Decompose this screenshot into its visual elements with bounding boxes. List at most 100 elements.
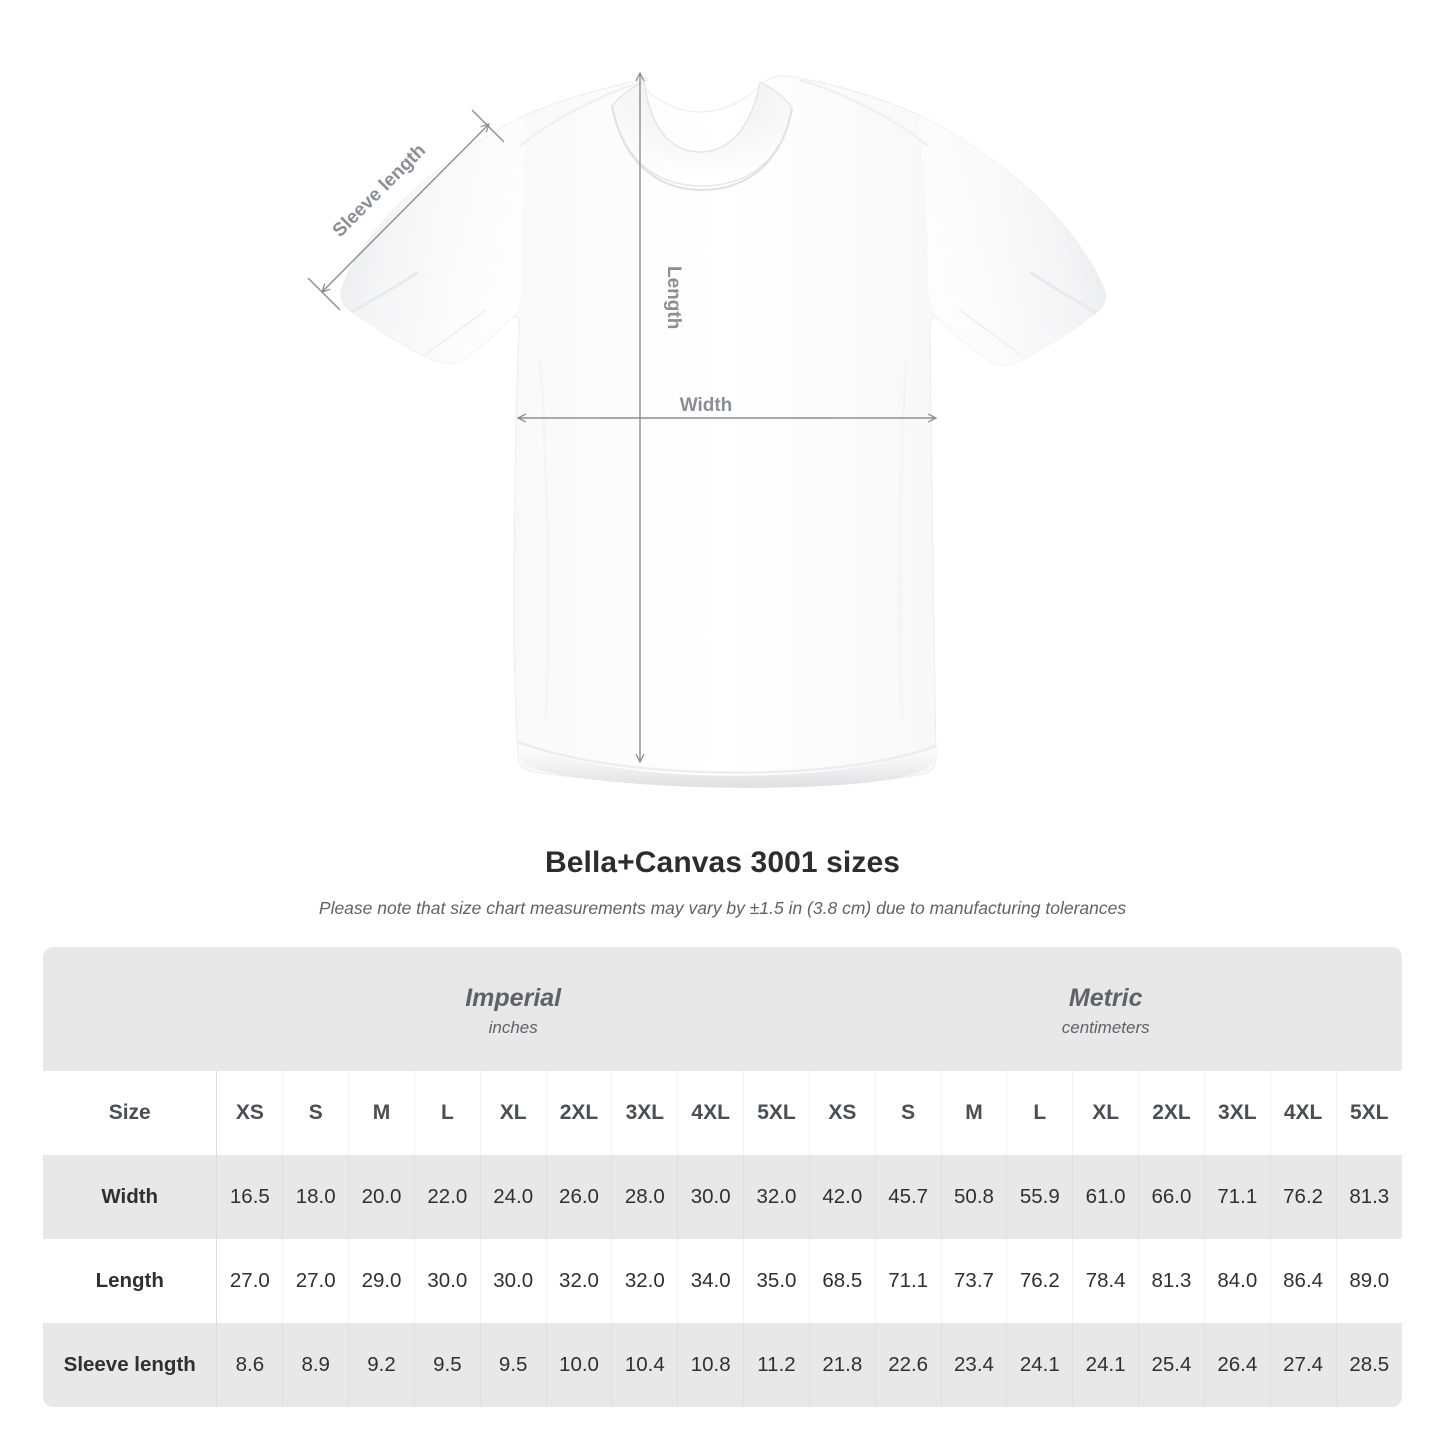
measurement-cell: 8.6 [216,1323,284,1407]
measurement-cell: 81.3 [1336,1155,1402,1239]
body-crease-left [538,359,550,721]
measurement-cell: 24.0 [480,1155,547,1239]
measurement-cell: 61.0 [1072,1155,1140,1239]
system-banner-corner [43,947,217,1071]
measurement-cell: 24.1 [1072,1323,1140,1407]
measurement-cell: 18.0 [282,1155,350,1239]
measurement-cell: 78.4 [1072,1239,1140,1323]
size-header-cell: L [414,1071,481,1155]
size-header-cell: 5XL [1336,1071,1402,1155]
measurement-cell: 8.9 [282,1323,350,1407]
size-header-cell: 2XL [546,1071,613,1155]
size-header-cell: 3XL [1204,1071,1271,1155]
system-header-imperial: Imperial inches [216,947,810,1071]
measurement-cell: 35.0 [743,1239,810,1323]
measurement-cell: 25.4 [1138,1323,1205,1407]
measurement-cell: 22.6 [875,1323,942,1407]
width-label: Width [680,395,733,416]
right-sleeve-hem [1029,270,1097,315]
measurement-cell: 24.1 [1006,1323,1074,1407]
size-header-row: Size XS S M L XL 2XL 3XL 4XL 5XL XS S M L XL 2XL 3XL 4XL 5… [43,1071,1402,1155]
measurement-cell: 26.0 [546,1155,613,1239]
measurement-cell: 28.5 [1336,1323,1402,1407]
left-sleeve-shade [340,118,528,364]
size-header-cell: M [348,1071,415,1155]
measurement-cell: 30.0 [480,1239,547,1323]
system-name: Metric [1068,984,1143,1012]
measurement-cell: 32.0 [546,1239,613,1323]
measurement-cell: 21.8 [808,1323,876,1407]
size-header-cell: XS [808,1071,876,1155]
size-header-cell: 3XL [611,1071,679,1155]
page-title: Bella+Canvas 3001 sizes [544,846,901,879]
hem-stitch-line [517,740,937,774]
measurement-cell: 20.0 [348,1155,415,1239]
chart-heading-block: Bella+Canvas 3001 sizes Please note that… [0,845,1445,919]
left-sleeve-hem-inner [423,309,487,357]
measurement-cell: 32.0 [743,1155,810,1239]
measurement-cell: 10.4 [611,1323,679,1407]
measurement-cell: 28.0 [611,1155,679,1239]
measurement-cell: 71.1 [875,1239,942,1323]
size-header-cell: S [875,1071,942,1155]
measurement-cell: 34.0 [677,1239,745,1323]
size-header-cell: XL [1072,1071,1140,1155]
measurement-cell: 9.5 [480,1323,547,1407]
measurement-cell: 86.4 [1270,1239,1337,1323]
size-header-cell: XS [216,1071,284,1155]
measurement-cell: 27.0 [282,1239,350,1323]
measurement-cell: 30.0 [677,1155,745,1239]
system-unit: inches [488,1018,538,1037]
measurement-cell: 76.2 [1270,1155,1337,1239]
body-crease-right [898,359,908,721]
system-banner-row: Imperial inches Metric centimeters [43,947,1402,1071]
measurement-cell: 29.0 [348,1239,415,1323]
measurement-cell: 81.3 [1138,1239,1205,1323]
measurement-cell: 27.0 [216,1239,284,1323]
measurement-cell: 10.8 [677,1323,745,1407]
measurement-cell: 89.0 [1336,1239,1402,1323]
sleeve-length-tick-start [307,277,341,311]
measurement-cell: 10.0 [546,1323,613,1407]
measurement-cell: 42.0 [808,1155,876,1239]
size-corner-label: Size [43,1071,218,1155]
measurement-cell: 11.2 [743,1323,810,1407]
size-header-cell: 2XL [1138,1071,1205,1155]
measurement-cell: 9.5 [414,1323,481,1407]
measurement-cell: 26.4 [1204,1323,1271,1407]
measurement-cell: 9.2 [348,1323,415,1407]
measurement-cell: 73.7 [941,1239,1008,1323]
left-shoulder-seam [519,78,649,147]
tshirt-measurement-diagram: Sleeve length Length Width [307,0,1106,788]
system-name: Imperial [465,984,562,1012]
row-label-length: Length [43,1239,218,1323]
table-row: Width 16.5 18.0 20.0 22.0 24.0 26.0 28.0 30.0 32.… [43,1155,1402,1239]
size-header-cell: 5XL [743,1071,810,1155]
measurement-cell: 68.5 [808,1239,876,1323]
table-row: Length 27.0 27.0 29.0 30.0 30.0 32.0 32.0 34.0 35… [43,1239,1402,1323]
measurement-cell: 50.8 [941,1155,1008,1239]
measurement-cell: 16.5 [216,1155,284,1239]
size-table-container: Imperial inches Metric centimeters Size XS S M L… [43,947,1402,1407]
measurement-cell: 22.0 [414,1155,481,1239]
row-label-sleeve-length: Sleeve length [43,1323,218,1407]
sleeve-length-arrow [322,124,489,292]
size-header-cell: 4XL [677,1071,745,1155]
right-sleeve-shade [918,116,1106,366]
measurement-cell: 76.2 [1006,1239,1074,1323]
table-row: Sleeve length 8.6 8.9 9.2 9.5 9.5 10.0 10.4 10.8… [43,1323,1402,1407]
size-table: Imperial inches Metric centimeters Size XS S M L… [43,947,1402,1407]
measurement-cell: 71.1 [1204,1155,1271,1239]
measurement-cell: 23.4 [941,1323,1008,1407]
right-shoulder-seam [799,78,929,147]
size-header-cell: M [941,1071,1008,1155]
system-unit: centimeters [1061,1018,1150,1037]
size-header-cell: 4XL [1270,1071,1337,1155]
length-label: Length [663,266,684,329]
tshirt-illustration [340,75,1106,788]
size-header-cell: XL [480,1071,547,1155]
row-label-width: Width [43,1155,218,1239]
sleeve-length-annotation [307,109,505,311]
size-header-cell: S [282,1071,350,1155]
